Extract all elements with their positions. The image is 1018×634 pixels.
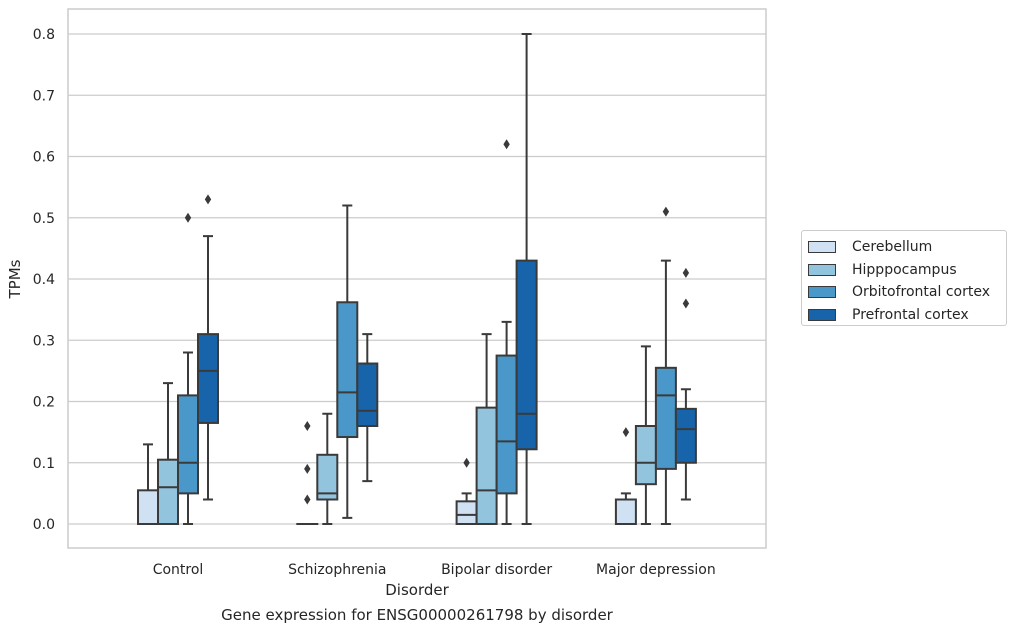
x-tick-label: Schizophrenia	[288, 562, 386, 578]
legend-item: Cerebellum	[808, 236, 1006, 259]
box-hipppocampus	[475, 333, 498, 525]
box-iqr	[197, 333, 219, 424]
box-iqr	[634, 425, 657, 486]
y-tick-label: 0.0	[33, 517, 55, 533]
box-iqr	[614, 498, 637, 525]
box-cerebellum	[296, 421, 319, 526]
box-orbitofrontal-cortex	[495, 139, 518, 525]
y-tick-label: 0.5	[33, 211, 55, 227]
box-iqr	[356, 362, 379, 427]
plot-area-frame	[67, 8, 767, 549]
y-tick-label: 0.6	[33, 150, 55, 166]
legend: Cerebellum Hipppocampus Orbitofrontal cort…	[801, 230, 1007, 326]
outlier-point	[682, 267, 690, 278]
box-hipppocampus	[316, 412, 339, 525]
legend-item: Orbitofrontal cortex	[808, 281, 1006, 304]
legend-item: Prefrontal cortex	[808, 304, 1006, 327]
box-iqr	[495, 354, 518, 495]
box-iqr	[157, 458, 179, 525]
box-prefrontal-cortex	[356, 333, 379, 483]
y-tick-label: 0.4	[33, 272, 55, 288]
legend-label: Prefrontal cortex	[852, 306, 969, 323]
box-orbitofrontal-cortex	[177, 212, 199, 525]
box-iqr	[674, 407, 697, 464]
box-iqr	[316, 453, 339, 501]
box-cerebellum	[614, 427, 637, 525]
outlier-point	[304, 494, 311, 505]
outlier-point	[622, 427, 630, 438]
x-axis-ticks: Control Schizophrenia Bipolar disorder Majo…	[153, 562, 716, 578]
y-axis-ticks: 0.0 0.1 0.2 0.3 0.4 0.5 0.6 0.7 0.8	[33, 27, 55, 533]
box-orbitofrontal-cortex	[654, 206, 677, 525]
legend-label: Cerebellum	[852, 239, 933, 256]
legend-item: Hipppocampus	[808, 259, 1006, 282]
boxes	[137, 33, 697, 526]
box-prefrontal-cortex	[197, 194, 219, 501]
box-iqr	[475, 406, 498, 525]
x-axis-label: Disorder	[385, 581, 449, 599]
outlier-point	[184, 212, 192, 223]
box-hipppocampus	[634, 345, 657, 525]
x-tick-label: Control	[153, 562, 204, 578]
box-prefrontal-cortex	[674, 267, 697, 501]
legend-label: Orbitofrontal cortex	[852, 284, 990, 301]
box-prefrontal-cortex	[515, 33, 538, 525]
outlier-point	[463, 457, 470, 468]
outlier-point	[304, 421, 311, 431]
y-tick-label: 0.8	[33, 27, 55, 43]
box-iqr	[515, 259, 538, 451]
y-tick-label: 0.3	[33, 333, 55, 349]
y-axis-label: TPMs	[6, 259, 24, 299]
legend-swatch	[808, 286, 836, 299]
outlier-point	[682, 298, 690, 309]
legend-swatch	[808, 308, 836, 321]
y-tick-label: 0.1	[33, 456, 55, 472]
outlier-point	[662, 206, 670, 217]
outlier-point	[304, 463, 311, 474]
box-hipppocampus	[157, 382, 179, 525]
x-tick-label: Bipolar disorder	[441, 562, 552, 578]
box-iqr	[336, 301, 359, 439]
legend-label: Hipppocampus	[852, 261, 957, 278]
y-tick-label: 0.7	[33, 88, 55, 104]
y-tick-label: 0.2	[33, 395, 55, 411]
outlier-point	[204, 194, 212, 205]
box-cerebellum	[137, 443, 159, 525]
legend-swatch	[808, 241, 836, 254]
box-iqr	[177, 394, 199, 495]
figure-caption: Gene expression for ENSG00000261798 by d…	[221, 606, 613, 624]
box-iqr	[455, 500, 478, 525]
box-cerebellum	[455, 457, 478, 525]
outlier-point	[503, 139, 510, 150]
box-orbitofrontal-cortex	[336, 204, 359, 519]
x-tick-label: Major depression	[596, 562, 716, 578]
box-iqr	[137, 489, 159, 525]
box-iqr	[654, 366, 677, 470]
legend-swatch	[808, 263, 836, 276]
